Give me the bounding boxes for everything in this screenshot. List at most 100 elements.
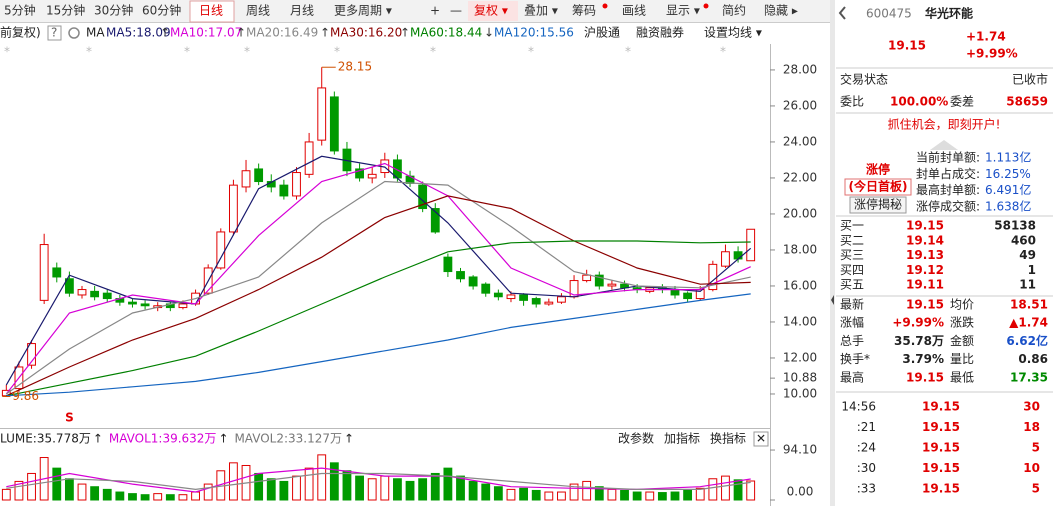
- book-volume: 58138: [994, 219, 1036, 233]
- period-tab[interactable]: 月线: [290, 4, 314, 18]
- change-pct: +9.99%: [966, 47, 1018, 61]
- badge-button[interactable]: [849, 196, 907, 214]
- book-volume: 460: [1011, 233, 1036, 247]
- volume-bar: [695, 487, 705, 501]
- tool-button[interactable]: 筹码: [572, 4, 596, 18]
- tool-button[interactable]: 显示 ▾: [666, 4, 700, 18]
- tool-button[interactable]: 画线: [622, 4, 646, 18]
- candle-body: [254, 168, 264, 183]
- volume-bar: [254, 472, 264, 501]
- candle-body: [64, 278, 74, 294]
- volume-bar: [582, 480, 592, 501]
- volume-bar: [128, 493, 137, 501]
- indicator-button[interactable]: 改参数: [618, 431, 654, 446]
- limit-value: 6.491亿: [985, 182, 1031, 197]
- link[interactable]: 沪股通: [584, 26, 620, 40]
- ma-legend: MA20:16.49: [246, 26, 318, 40]
- indicator-button[interactable]: ✕: [756, 432, 766, 446]
- stock-name: 华光环能: [925, 6, 973, 21]
- stat-value: 18.51: [1010, 298, 1048, 312]
- signal-marker: S: [65, 411, 74, 425]
- volume-bar: [304, 467, 314, 501]
- stat-label: 金额: [950, 333, 974, 348]
- indicator-button[interactable]: 换指标: [710, 431, 746, 446]
- y-tick-label: 20.00: [783, 206, 817, 220]
- period-tab[interactable]: 日线: [199, 4, 223, 18]
- help[interactable]: ?: [51, 26, 57, 40]
- period-tab[interactable]: 周线: [246, 4, 270, 18]
- link[interactable]: 融资融券: [636, 25, 684, 40]
- candle-body: [128, 301, 137, 305]
- volume-bar: [266, 478, 276, 501]
- book-volume: 11: [1019, 278, 1036, 292]
- indicator-button[interactable]: 加指标: [664, 431, 700, 446]
- collapse-tab[interactable]: [930, 140, 958, 150]
- tool-button[interactable]: 复权 ▾: [474, 4, 508, 18]
- ma-legend: MA10:17.07: [170, 26, 242, 40]
- link[interactable]: 设置均线 ▾: [704, 26, 762, 40]
- book-volume: 1: [1028, 263, 1036, 277]
- stat-label: 换手*: [840, 352, 870, 366]
- period-tab[interactable]: 15分钟: [46, 3, 85, 18]
- volume-bar: [657, 492, 667, 501]
- tool-button[interactable]: 简约: [722, 3, 746, 18]
- tool-button[interactable]: 隐藏 ▸: [764, 4, 798, 18]
- stat-label: 最高: [840, 369, 864, 384]
- tool-button[interactable]: —: [450, 4, 462, 18]
- stat-label: 最低: [950, 370, 974, 384]
- book-level: 买一: [840, 219, 864, 233]
- stat-label: 涨跌: [950, 315, 974, 330]
- book-price: 19.13: [906, 248, 944, 262]
- volume-bar: [481, 483, 491, 501]
- tick-price: 19.15: [922, 441, 960, 455]
- candle-body: [733, 251, 743, 260]
- volume-bar: [178, 494, 188, 501]
- tool-button[interactable]: 叠加 ▾: [524, 4, 558, 18]
- y-tick-label: 10.88: [783, 371, 817, 385]
- candle-body: [721, 251, 730, 267]
- star: *: [720, 45, 726, 59]
- tick-time: :33: [857, 482, 876, 496]
- volume-bar: [468, 480, 478, 501]
- ma-line: [5, 180, 751, 395]
- volume-bar: [519, 487, 529, 501]
- gear-icon[interactable]: [68, 27, 80, 39]
- volume-bar: [443, 467, 453, 501]
- promo-link[interactable]: 抓住机会，即刻开户!: [888, 117, 1001, 132]
- candle-body: [493, 292, 503, 298]
- book-volume: 49: [1019, 248, 1036, 262]
- change: +1.74: [966, 30, 1006, 44]
- volume-bar: [506, 488, 516, 501]
- candle-body: [355, 168, 364, 179]
- tick-time: :21: [857, 420, 876, 434]
- star: *: [430, 45, 436, 59]
- candle-body: [430, 208, 440, 233]
- y-tick-label: 10.00: [783, 386, 817, 400]
- volume-bar: [493, 486, 503, 501]
- volume-bar: [645, 491, 655, 501]
- volume-bar: [683, 489, 693, 501]
- candle-body: [77, 289, 87, 296]
- volume-bar: [14, 480, 24, 501]
- splitter: [830, 0, 835, 506]
- annotation: 28.15: [338, 60, 372, 74]
- vol-legend: LUME:35.778万: [0, 432, 91, 446]
- splitter-arrow: [831, 295, 834, 305]
- tool-button[interactable]: +: [430, 4, 440, 18]
- volume-bar: [77, 483, 87, 501]
- stat-label: 均价: [950, 298, 974, 312]
- tick-price: 19.15: [922, 482, 960, 496]
- vol-legend: MAVOL1:39.632万: [109, 432, 217, 446]
- tick-volume: 5: [1032, 441, 1040, 455]
- stat-value: 6.62亿: [1006, 333, 1048, 348]
- period-tab[interactable]: 更多周期 ▾: [334, 4, 392, 18]
- period-tab[interactable]: 5分钟: [4, 3, 36, 18]
- period-tab[interactable]: 60分钟: [142, 3, 181, 18]
- volume-bar: [733, 479, 743, 501]
- limit-button[interactable]: 涨停揭秘: [854, 197, 902, 212]
- close-box[interactable]: [753, 431, 769, 447]
- ma-line: [5, 155, 752, 386]
- period-tab[interactable]: 30分钟: [94, 3, 133, 18]
- candle-body: [456, 271, 465, 280]
